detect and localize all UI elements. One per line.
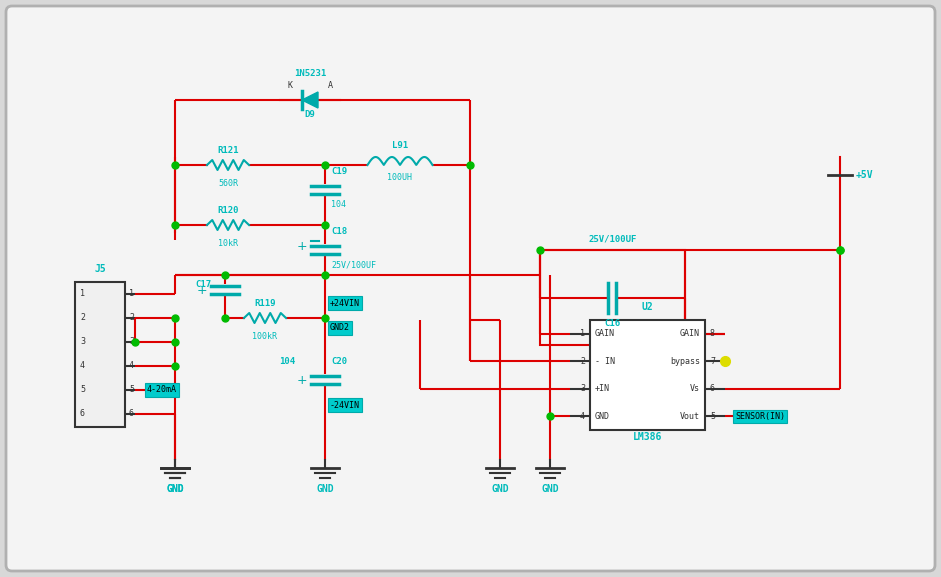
Text: SENSOR(IN): SENSOR(IN) xyxy=(735,412,785,421)
Text: 6: 6 xyxy=(710,384,715,394)
Text: C18: C18 xyxy=(331,227,347,236)
Text: 3: 3 xyxy=(80,338,85,347)
Text: LM386: LM386 xyxy=(632,432,662,442)
Text: GND2: GND2 xyxy=(330,324,350,332)
Text: 4-20mA: 4-20mA xyxy=(147,385,177,395)
Text: 25V/100UF: 25V/100UF xyxy=(331,260,376,269)
Text: 6: 6 xyxy=(129,410,134,418)
Text: 5: 5 xyxy=(129,385,134,395)
Text: 25V/100UF: 25V/100UF xyxy=(588,235,637,244)
Text: GND: GND xyxy=(491,484,509,494)
Bar xyxy=(75,282,125,427)
Text: 1: 1 xyxy=(80,290,85,298)
Text: -24VIN: -24VIN xyxy=(330,400,360,410)
Text: 2: 2 xyxy=(580,357,585,366)
Text: L91: L91 xyxy=(392,141,408,150)
Bar xyxy=(590,320,705,430)
Text: R120: R120 xyxy=(217,206,239,215)
Text: GND: GND xyxy=(541,484,559,494)
Text: 4: 4 xyxy=(129,362,134,370)
Text: bypass: bypass xyxy=(670,357,700,366)
Text: +5V: +5V xyxy=(856,170,873,180)
Text: C17: C17 xyxy=(195,280,211,289)
Text: GAIN: GAIN xyxy=(595,329,615,338)
Text: 1: 1 xyxy=(129,290,134,298)
Text: 10kR: 10kR xyxy=(218,239,238,248)
Text: +: + xyxy=(197,283,207,297)
Text: 3: 3 xyxy=(129,338,134,347)
Text: GAIN: GAIN xyxy=(680,329,700,338)
Text: D9: D9 xyxy=(305,110,315,119)
Text: 5: 5 xyxy=(710,412,715,421)
Text: 2: 2 xyxy=(129,313,134,323)
Text: GND: GND xyxy=(316,484,334,494)
Text: 100kR: 100kR xyxy=(252,332,278,341)
Text: - IN: - IN xyxy=(595,357,615,366)
Text: R121: R121 xyxy=(217,146,239,155)
Text: 560R: 560R xyxy=(218,179,238,188)
Text: 104: 104 xyxy=(331,200,346,209)
Text: GND: GND xyxy=(167,484,183,494)
FancyBboxPatch shape xyxy=(6,6,935,571)
Text: Vs: Vs xyxy=(690,384,700,394)
Text: A: A xyxy=(327,81,332,90)
Text: 100UH: 100UH xyxy=(388,173,412,182)
Polygon shape xyxy=(302,92,318,108)
Text: 6: 6 xyxy=(80,410,85,418)
Text: 2: 2 xyxy=(80,313,85,323)
Text: GND: GND xyxy=(167,484,183,494)
Text: K: K xyxy=(288,81,293,90)
Text: 3: 3 xyxy=(580,384,585,394)
Text: +: + xyxy=(296,373,307,387)
Text: 8: 8 xyxy=(710,329,715,338)
Text: C16: C16 xyxy=(604,320,620,328)
Text: 4: 4 xyxy=(80,362,85,370)
Text: 4: 4 xyxy=(580,412,585,421)
Text: U2: U2 xyxy=(642,302,653,312)
Text: J5: J5 xyxy=(94,264,106,274)
Text: +IN: +IN xyxy=(595,384,610,394)
Text: R119: R119 xyxy=(254,299,276,308)
Text: 1N5231: 1N5231 xyxy=(294,69,327,78)
Text: +24VIN: +24VIN xyxy=(330,298,360,308)
Text: 1: 1 xyxy=(580,329,585,338)
Text: 5: 5 xyxy=(80,385,85,395)
Text: C19: C19 xyxy=(331,167,347,176)
Text: +: + xyxy=(296,239,307,253)
Text: GND: GND xyxy=(595,412,610,421)
Text: 104: 104 xyxy=(279,357,295,366)
Bar xyxy=(540,250,685,345)
Text: C20: C20 xyxy=(331,357,347,366)
Text: 7: 7 xyxy=(710,357,715,366)
Text: Vout: Vout xyxy=(680,412,700,421)
